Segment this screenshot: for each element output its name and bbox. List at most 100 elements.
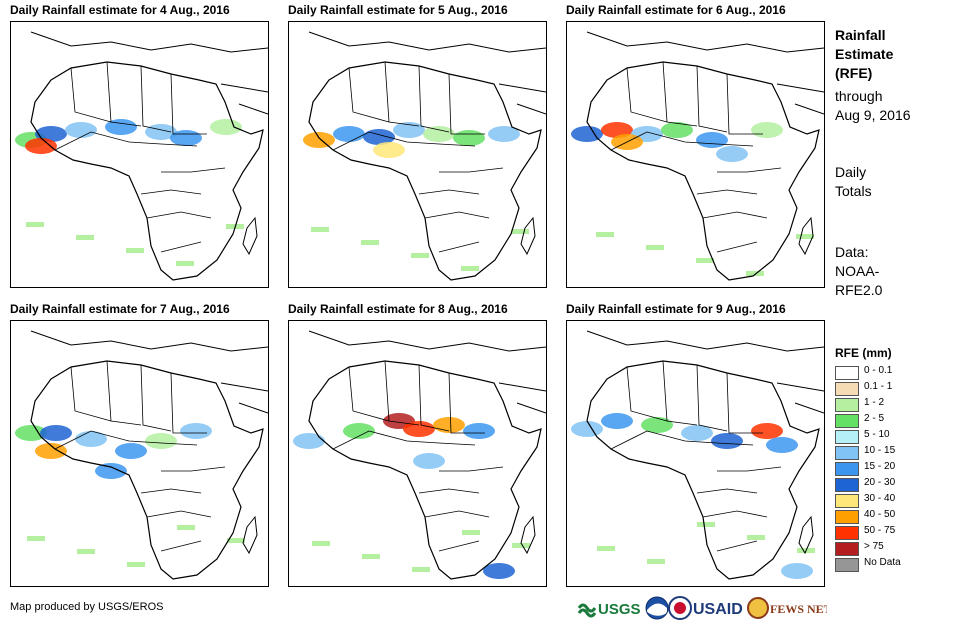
country-border <box>384 360 420 426</box>
rainfall-overlay <box>15 119 244 266</box>
legend-swatch <box>835 446 859 460</box>
country-border <box>70 366 112 422</box>
rainfall-patch <box>463 423 495 439</box>
rainfall-map <box>566 21 825 288</box>
rainfall-patch <box>303 132 335 148</box>
coastline <box>586 330 824 352</box>
logo-strip: USGS USAID FEWS NET <box>577 596 832 620</box>
rainfall-patch <box>746 271 764 276</box>
legend-swatch <box>835 542 859 556</box>
legend-swatch <box>835 478 859 492</box>
rainfall-patch <box>711 433 743 449</box>
rainfall-map <box>288 320 547 587</box>
panel-title: Daily Rainfall estimate for 5 Aug., 2016 <box>288 3 508 17</box>
rainfall-patch <box>462 530 480 535</box>
rainfall-patch <box>27 536 45 541</box>
country-border <box>726 372 763 434</box>
legend-label: 5 - 10 <box>864 429 890 440</box>
coastline <box>308 330 546 352</box>
legend-label: 15 - 20 <box>864 461 896 472</box>
rainfall-patch <box>363 129 395 145</box>
rainfall-patch <box>77 549 95 554</box>
coastline <box>30 31 268 53</box>
country-border <box>160 241 202 253</box>
rainfall-patch <box>293 433 325 449</box>
country-border <box>610 131 754 151</box>
rainfall-overlay <box>571 413 815 579</box>
country-border <box>696 189 758 195</box>
legend-swatch <box>835 382 859 396</box>
panel-title: Daily Rainfall estimate for 8 Aug., 2016 <box>288 302 508 316</box>
country-border <box>448 73 485 135</box>
legend-label: > 75 <box>864 541 884 552</box>
rainfall-patch <box>170 130 202 146</box>
country-border <box>348 366 390 422</box>
heading-line: Estimate <box>835 46 894 62</box>
rainfall-patch <box>483 563 515 579</box>
rainfall-patch <box>597 546 615 551</box>
rainfall-patch <box>343 423 375 439</box>
legend-swatch <box>835 558 859 572</box>
rainfall-patch <box>661 122 693 138</box>
legend-swatch <box>835 510 859 524</box>
legend-label: No Data <box>864 557 901 568</box>
legend-label: 0 - 0.1 <box>864 365 893 376</box>
country-border <box>662 61 698 127</box>
rainfall-patch <box>461 266 479 271</box>
totals-line: Daily <box>835 164 867 180</box>
heading-line: Rainfall <box>835 27 886 43</box>
legend-label: 10 - 15 <box>864 445 896 456</box>
usgs-logo: USGS <box>577 601 641 618</box>
country-border <box>439 167 504 173</box>
rainfall-patch <box>453 130 485 146</box>
source-line: RFE2.0 <box>835 282 883 298</box>
africa-map-svg <box>15 330 268 580</box>
legend-label: 20 - 30 <box>864 477 896 488</box>
coastline <box>498 83 546 115</box>
agency-logos: USGS USAID FEWS NET <box>577 595 832 621</box>
rainfall-patch <box>180 423 212 439</box>
africa-map-svg <box>293 330 546 580</box>
country-border <box>54 131 198 151</box>
legend-label: 0.1 - 1 <box>864 381 893 392</box>
madagascar-outline <box>520 515 536 555</box>
usgs-logo-text: USGS <box>598 601 641 618</box>
through-date: through Aug 9, 2016 <box>835 87 911 125</box>
legend-label: 30 - 40 <box>864 493 896 504</box>
panel-title: Daily Rainfall estimate for 4 Aug., 2016 <box>10 3 230 17</box>
rainfall-patch <box>227 538 245 543</box>
country-border <box>438 540 480 552</box>
africa-coastline <box>30 61 264 281</box>
rainfall-patch <box>413 453 445 469</box>
rainfall-patch <box>127 562 145 567</box>
usaid-seal-icon <box>668 596 692 620</box>
legend-swatch <box>835 430 859 444</box>
country-border <box>140 65 172 133</box>
africa-map-svg <box>571 31 824 281</box>
country-border <box>70 67 112 123</box>
coastline <box>220 382 268 414</box>
rainfall-patch <box>751 122 783 138</box>
coastline <box>498 382 546 414</box>
source-line: NOAA- <box>835 263 880 279</box>
country-border <box>170 372 207 434</box>
rainfall-patch <box>766 437 798 453</box>
through-line: through <box>835 88 883 104</box>
legend-title: RFE (mm) <box>835 346 892 360</box>
rainfall-patch <box>681 425 713 441</box>
country-border <box>332 430 476 450</box>
heading-line: (RFE) <box>835 65 873 81</box>
country-border <box>418 488 480 494</box>
rainfall-patch <box>696 132 728 148</box>
rainfall-patch <box>571 126 603 142</box>
country-border <box>717 167 782 173</box>
coastline <box>30 330 268 352</box>
legend-swatch <box>835 414 859 428</box>
rainfall-patch <box>596 232 614 237</box>
legend-swatch <box>835 494 859 508</box>
country-border <box>170 73 207 135</box>
map-heading: Rainfall Estimate (RFE) <box>835 26 893 83</box>
rainfall-patch <box>601 413 633 429</box>
rainfall-patch <box>411 253 429 258</box>
africa-coastline <box>308 360 542 580</box>
